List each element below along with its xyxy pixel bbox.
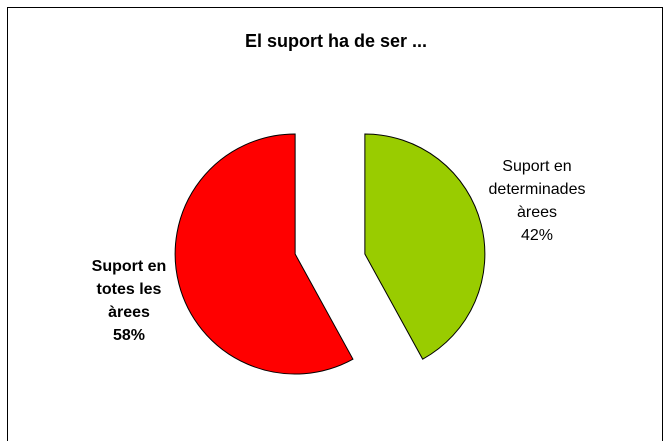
- slice-label-line: totes les: [97, 281, 162, 298]
- chart-frame: [7, 7, 663, 441]
- slice-labels: Suport en determinades àrees 42% Suport en to…: [92, 158, 586, 344]
- slice-label-line: àrees: [108, 304, 150, 321]
- slice-label-line: 58%: [113, 327, 145, 344]
- slice-label-line: àrees: [517, 204, 557, 221]
- slice-label-line: Suport en: [92, 258, 167, 275]
- slice-label-2: Suport en totes les àrees 58%: [92, 258, 167, 344]
- chart-title: El suport ha de ser ...: [245, 31, 427, 51]
- slice-label-line: Suport en: [502, 158, 571, 175]
- pie-slice-1: [364, 133, 486, 360]
- slice-label-line: determinades: [489, 181, 586, 198]
- pie-slice-2: [174, 133, 354, 375]
- slice-label-line: 42%: [521, 227, 553, 244]
- slice-label-1: Suport en determinades àrees 42%: [489, 158, 586, 244]
- pie-slices: [174, 133, 486, 375]
